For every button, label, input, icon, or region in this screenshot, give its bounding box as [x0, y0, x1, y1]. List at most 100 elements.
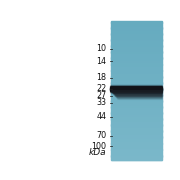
- Bar: [111, 21, 162, 22]
- Bar: [111, 157, 162, 158]
- Bar: [111, 118, 162, 119]
- Bar: [111, 37, 162, 38]
- Bar: [111, 120, 162, 121]
- Text: 22: 22: [96, 84, 106, 93]
- Bar: [111, 134, 162, 135]
- Bar: [111, 102, 162, 103]
- Bar: [111, 123, 162, 124]
- Bar: [111, 103, 162, 104]
- Bar: [114, 94, 162, 95]
- Bar: [115, 95, 162, 96]
- Bar: [111, 95, 162, 96]
- Bar: [111, 26, 162, 27]
- Bar: [111, 107, 162, 108]
- Bar: [111, 99, 162, 100]
- Bar: [111, 133, 162, 134]
- Bar: [111, 87, 162, 88]
- Bar: [111, 140, 162, 141]
- Bar: [111, 89, 162, 90]
- Bar: [111, 125, 162, 126]
- Bar: [111, 114, 162, 115]
- Bar: [111, 44, 162, 45]
- Bar: [111, 144, 162, 145]
- Bar: [111, 62, 162, 63]
- Bar: [111, 46, 162, 47]
- Bar: [114, 94, 162, 95]
- Bar: [111, 143, 162, 144]
- Bar: [111, 131, 162, 132]
- Bar: [111, 94, 162, 95]
- Bar: [111, 130, 162, 131]
- Bar: [111, 149, 162, 150]
- Text: 33: 33: [96, 98, 106, 107]
- Bar: [117, 97, 162, 98]
- Bar: [111, 121, 162, 122]
- Bar: [111, 35, 162, 36]
- Bar: [111, 137, 162, 138]
- Bar: [111, 42, 162, 43]
- Bar: [111, 110, 162, 111]
- Bar: [111, 87, 162, 88]
- Bar: [111, 151, 162, 152]
- Bar: [111, 95, 162, 96]
- Bar: [111, 64, 162, 65]
- Bar: [111, 65, 162, 66]
- Bar: [111, 156, 162, 157]
- Bar: [111, 97, 162, 98]
- Bar: [111, 23, 162, 24]
- Bar: [111, 82, 162, 83]
- Bar: [111, 26, 162, 27]
- Bar: [111, 30, 162, 31]
- Text: 14: 14: [96, 57, 106, 66]
- Bar: [111, 33, 162, 34]
- Bar: [111, 105, 162, 106]
- Bar: [111, 58, 162, 59]
- Bar: [111, 64, 162, 65]
- Bar: [111, 27, 162, 28]
- Bar: [111, 51, 162, 52]
- Bar: [111, 113, 162, 114]
- Bar: [111, 116, 162, 117]
- Bar: [111, 105, 162, 106]
- Bar: [111, 83, 162, 84]
- Bar: [111, 132, 162, 133]
- Bar: [111, 29, 162, 30]
- Bar: [111, 142, 162, 143]
- Bar: [111, 63, 162, 64]
- Bar: [111, 148, 162, 149]
- Bar: [111, 131, 162, 132]
- Bar: [111, 159, 162, 160]
- Bar: [111, 93, 162, 94]
- Bar: [111, 122, 162, 123]
- Bar: [111, 98, 162, 99]
- Bar: [111, 66, 162, 67]
- Bar: [112, 92, 162, 93]
- Bar: [111, 57, 162, 58]
- Text: 10: 10: [96, 44, 106, 53]
- Bar: [111, 38, 162, 39]
- Bar: [111, 150, 162, 151]
- Bar: [111, 33, 162, 34]
- Bar: [111, 50, 162, 51]
- Bar: [111, 86, 162, 87]
- Bar: [111, 77, 162, 78]
- Bar: [111, 118, 162, 119]
- Bar: [111, 119, 162, 120]
- Bar: [111, 155, 162, 156]
- Bar: [111, 61, 162, 62]
- Bar: [111, 82, 162, 83]
- Bar: [111, 119, 162, 120]
- Bar: [111, 146, 162, 147]
- Bar: [111, 126, 162, 127]
- Bar: [111, 147, 162, 148]
- Bar: [111, 141, 162, 142]
- Bar: [111, 52, 162, 53]
- Bar: [111, 157, 162, 158]
- Bar: [111, 57, 162, 58]
- Bar: [111, 108, 162, 109]
- Bar: [116, 96, 162, 97]
- Bar: [111, 84, 162, 85]
- Bar: [111, 65, 162, 66]
- Bar: [111, 81, 162, 82]
- Bar: [111, 149, 162, 150]
